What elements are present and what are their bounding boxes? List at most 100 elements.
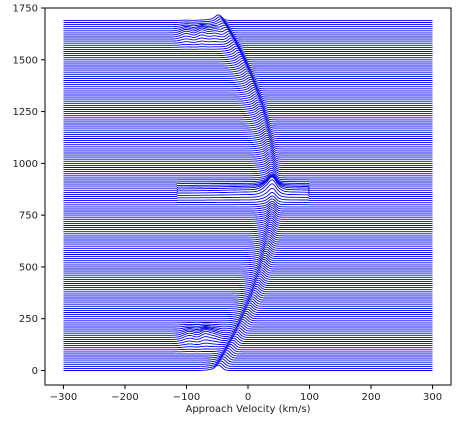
spectrum-trace bbox=[63, 122, 433, 129]
spectrum-trace bbox=[63, 56, 433, 63]
spectrum-trace bbox=[63, 290, 433, 297]
spectrum-trace bbox=[63, 97, 433, 104]
spectrum-trace bbox=[63, 356, 433, 363]
spectrum-trace bbox=[63, 130, 433, 137]
spectrum-trace bbox=[63, 198, 433, 206]
spectrum-trace bbox=[63, 169, 433, 177]
spectrum-trace bbox=[63, 232, 433, 239]
spectrum-trace bbox=[63, 159, 433, 166]
spectrum-trace bbox=[63, 217, 433, 224]
spectrum-trace bbox=[63, 76, 433, 84]
spectrum-trace bbox=[63, 26, 433, 34]
spectrum-trace bbox=[63, 312, 433, 320]
spectrum-trace bbox=[63, 215, 433, 222]
spectrum-trace bbox=[63, 91, 433, 98]
spectrum-trace bbox=[63, 195, 433, 204]
y-tick-label: 250 bbox=[19, 314, 38, 325]
spectrum-trace bbox=[63, 265, 433, 272]
spectrum-trace bbox=[63, 78, 433, 86]
y-tick-label: 500 bbox=[19, 262, 38, 273]
spectrum-trace bbox=[63, 161, 433, 168]
spectrum-trace bbox=[63, 294, 433, 301]
spectrum-trace bbox=[63, 273, 433, 280]
spectrum-trace bbox=[63, 201, 433, 208]
spectrum-trace bbox=[63, 80, 433, 88]
spectrum-trace bbox=[63, 283, 433, 291]
x-axis-label: Approach Velocity (km/s) bbox=[185, 404, 310, 415]
spectrum-trace bbox=[63, 37, 433, 44]
spectrum-trace bbox=[63, 95, 433, 102]
x-tick-label: 200 bbox=[361, 392, 380, 403]
x-tick-label: 300 bbox=[423, 392, 442, 403]
x-tick-label: 100 bbox=[300, 392, 319, 403]
spectrum-trace bbox=[63, 258, 433, 266]
spectrum-trace bbox=[63, 174, 433, 183]
spectrum-trace bbox=[63, 362, 433, 369]
spectrum-trace bbox=[63, 43, 433, 50]
spectrum-trace bbox=[63, 70, 433, 77]
spectrum-trace bbox=[63, 223, 433, 231]
spectrum-trace bbox=[63, 183, 433, 197]
spectrum-trace bbox=[63, 16, 433, 23]
spectrum-trace bbox=[63, 83, 433, 90]
x-tick-label: −300 bbox=[50, 392, 77, 403]
spectrum-trace bbox=[63, 330, 433, 338]
spectrum-trace bbox=[63, 246, 433, 253]
spectrum-trace bbox=[63, 111, 433, 119]
spectrum-trace bbox=[63, 114, 433, 121]
spectrum-trace bbox=[63, 176, 433, 193]
spectrum-trace bbox=[63, 103, 433, 110]
spectrum-trace bbox=[63, 167, 433, 175]
spectrum-trace bbox=[63, 143, 433, 150]
spectrum-trace bbox=[63, 72, 433, 79]
spectrum-trace bbox=[63, 350, 433, 357]
spectrum-trace bbox=[63, 248, 433, 255]
traces-group bbox=[63, 14, 433, 371]
spectrum-trace bbox=[63, 120, 433, 127]
spectrum-trace bbox=[63, 109, 433, 117]
y-tick-label: 0 bbox=[32, 366, 38, 377]
spectrum-trace bbox=[63, 325, 433, 332]
spectrum-trace bbox=[63, 321, 433, 328]
spectrum-trace bbox=[63, 118, 433, 125]
spectrum-trace bbox=[63, 286, 433, 293]
y-tick-label: 1250 bbox=[13, 107, 38, 118]
spectrum-trace bbox=[63, 269, 433, 276]
spectrum-trace bbox=[63, 287, 433, 295]
spectrum-trace bbox=[63, 327, 433, 334]
spectrum-trace bbox=[63, 263, 433, 270]
x-tick-label: 0 bbox=[245, 392, 251, 403]
spectrum-trace bbox=[63, 271, 433, 278]
spectrum-trace bbox=[63, 107, 433, 115]
spectrum-trace bbox=[63, 126, 433, 133]
spectrum-trace bbox=[63, 39, 433, 46]
spectrum-trace bbox=[63, 230, 433, 237]
spectrum-trace bbox=[63, 225, 433, 233]
spectrum-trace bbox=[63, 134, 433, 142]
spectrum-trace bbox=[63, 352, 433, 359]
spectrum-trace bbox=[63, 329, 433, 336]
spectrum-trace bbox=[63, 187, 433, 200]
spectrum-trace bbox=[63, 252, 433, 260]
y-tick-label: 1750 bbox=[13, 4, 38, 15]
spectrum-trace bbox=[63, 28, 433, 36]
spectrum-trace bbox=[63, 33, 433, 40]
spectrum-trace bbox=[63, 256, 433, 264]
spectrum-trace bbox=[63, 101, 433, 108]
y-axis: 0 250 500 750 1000 1250 1500 1750 bbox=[13, 4, 45, 377]
spectrum-trace bbox=[63, 22, 433, 30]
x-tick-label: −100 bbox=[173, 392, 200, 403]
spectrum-trace bbox=[63, 213, 433, 220]
spectrum-trace bbox=[63, 275, 433, 282]
spectrum-trace bbox=[63, 116, 433, 123]
plot-area bbox=[63, 14, 433, 371]
spectrum-trace bbox=[63, 51, 433, 59]
spectrum-trace bbox=[63, 343, 433, 351]
spectrum-trace bbox=[63, 205, 433, 212]
spectrum-trace bbox=[63, 66, 433, 73]
spectrum-trace bbox=[63, 308, 433, 316]
spectrum-trace bbox=[63, 267, 433, 274]
x-axis: −300 −200 −100 0 100 200 300 bbox=[50, 385, 442, 403]
spectrum-trace bbox=[63, 64, 433, 71]
